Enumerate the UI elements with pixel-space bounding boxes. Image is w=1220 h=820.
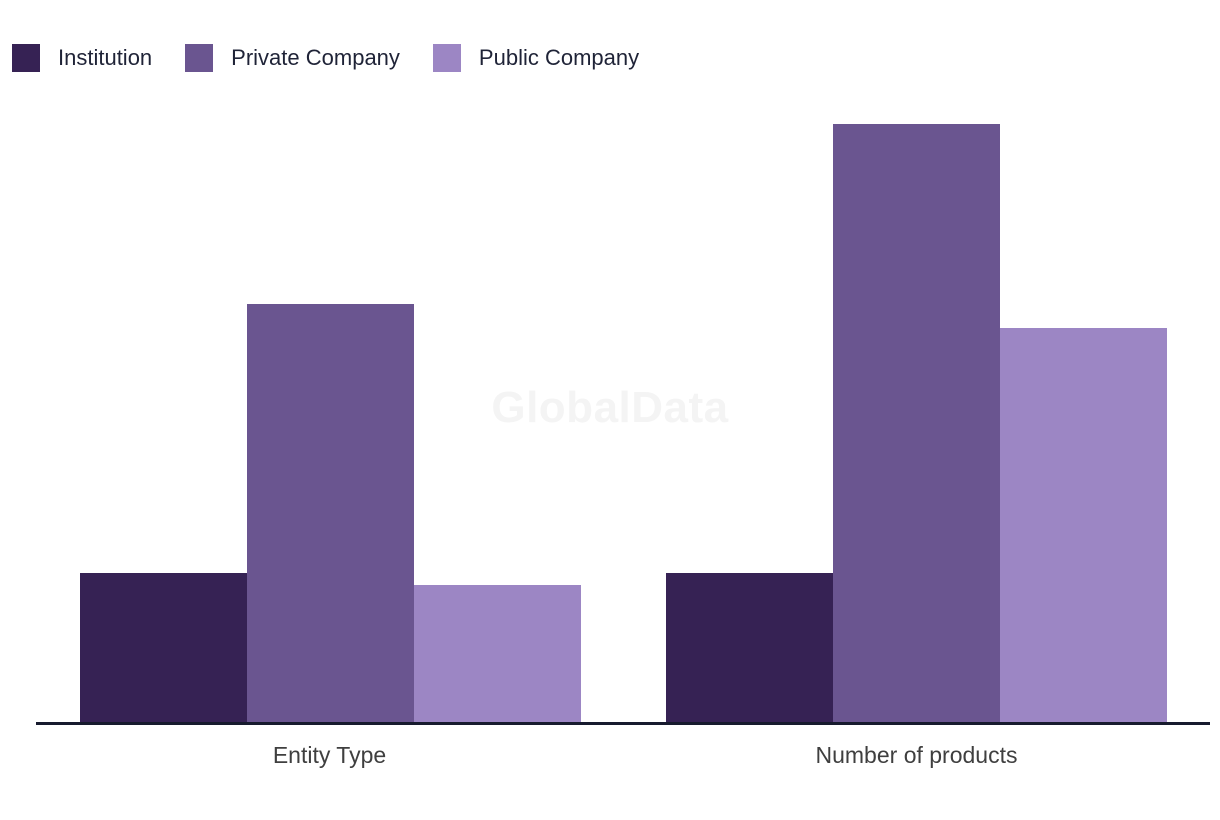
legend-swatch-icon [432,44,461,72]
x-axis-label-entity-type: Entity Type [272,742,387,768]
bar-public-company-number-of-products[interactable] [1000,327,1167,723]
legend-swatch-icon [185,44,214,72]
legend-item-label: Private Company [231,45,400,70]
legend-item-label: Public Company [478,45,640,70]
chart-legend: Institution Private Company Public Company [12,44,639,72]
x-axis-line [36,722,1210,725]
legend-item-public-company[interactable]: Public Company [432,44,640,72]
bar-institution-number-of-products[interactable] [666,573,833,723]
bar-private-company-number-of-products[interactable] [833,124,1000,723]
globaldata-watermark: GlobalData [491,383,729,432]
legend-item-institution[interactable]: Institution [12,44,152,72]
legend-item-label: Institution [58,45,153,70]
bar-public-company-entity-type[interactable] [413,585,581,723]
x-axis-label-number-of-products: Number of products [815,742,1018,768]
legend-swatch-icon [12,44,40,72]
bar-private-company-entity-type[interactable] [246,303,414,723]
bar-institution-entity-type[interactable] [79,573,247,723]
legend-item-private-company[interactable]: Private Company [185,44,400,72]
